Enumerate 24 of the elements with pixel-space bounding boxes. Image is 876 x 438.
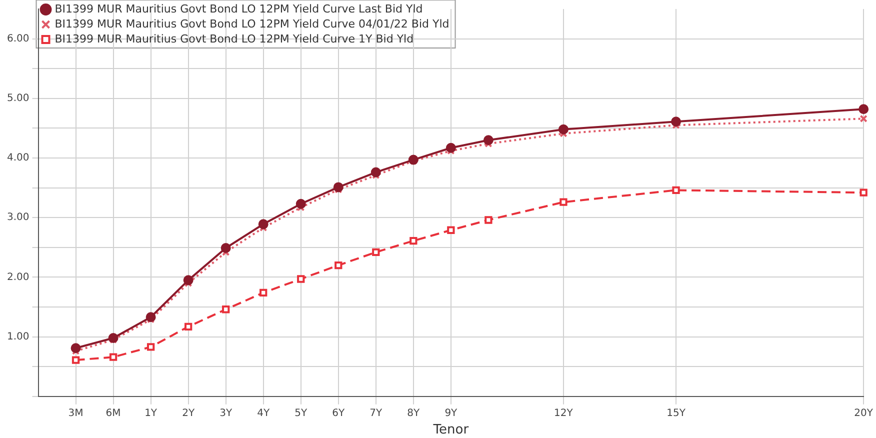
legend-label: BI1399 MUR Mauritius Govt Bond LO 12PM Yield Curve 04/01/22 Bid Yld bbox=[54, 17, 450, 30]
y-tick-label: 5.00 bbox=[7, 92, 30, 104]
x-tick-label: 3Y bbox=[220, 408, 233, 419]
x-tick-label: 6Y bbox=[332, 408, 346, 419]
x-tick-label: 8Y bbox=[407, 408, 421, 419]
x-tick-label: 15Y bbox=[666, 408, 686, 419]
x-tick-label: 9Y bbox=[444, 408, 458, 419]
x-tick-label: 1Y bbox=[144, 408, 158, 419]
x-tick-label: 5Y bbox=[294, 408, 308, 419]
x-tick-label: 4Y bbox=[257, 408, 270, 419]
y-tick-label: 3.00 bbox=[7, 212, 30, 224]
y-tick-label: 6.00 bbox=[7, 33, 30, 44]
legend-label: BI1399 MUR Mauritius Govt Bond LO 12PM Yield Curve Last Bid Yld bbox=[54, 2, 423, 16]
x-tick-label: 2Y bbox=[182, 408, 196, 419]
x-tick-label: 12Y bbox=[554, 408, 574, 419]
x-tick-label: 7Y bbox=[370, 408, 384, 419]
legend-label: BI1399 MUR Mauritius Govt Bond LO 12PM Yield Curve 1Y Bid Yld bbox=[54, 32, 414, 46]
y-tick-label: 1.00 bbox=[7, 331, 30, 342]
x-tick-label: 6M bbox=[106, 408, 121, 419]
y-tick-label: 4.00 bbox=[7, 152, 30, 164]
x-tick-label: 3M bbox=[68, 408, 84, 419]
x-tick-label: 20Y bbox=[854, 408, 874, 419]
y-tick-label: 2.00 bbox=[7, 272, 30, 283]
x-axis-title: Tenor bbox=[432, 422, 470, 438]
